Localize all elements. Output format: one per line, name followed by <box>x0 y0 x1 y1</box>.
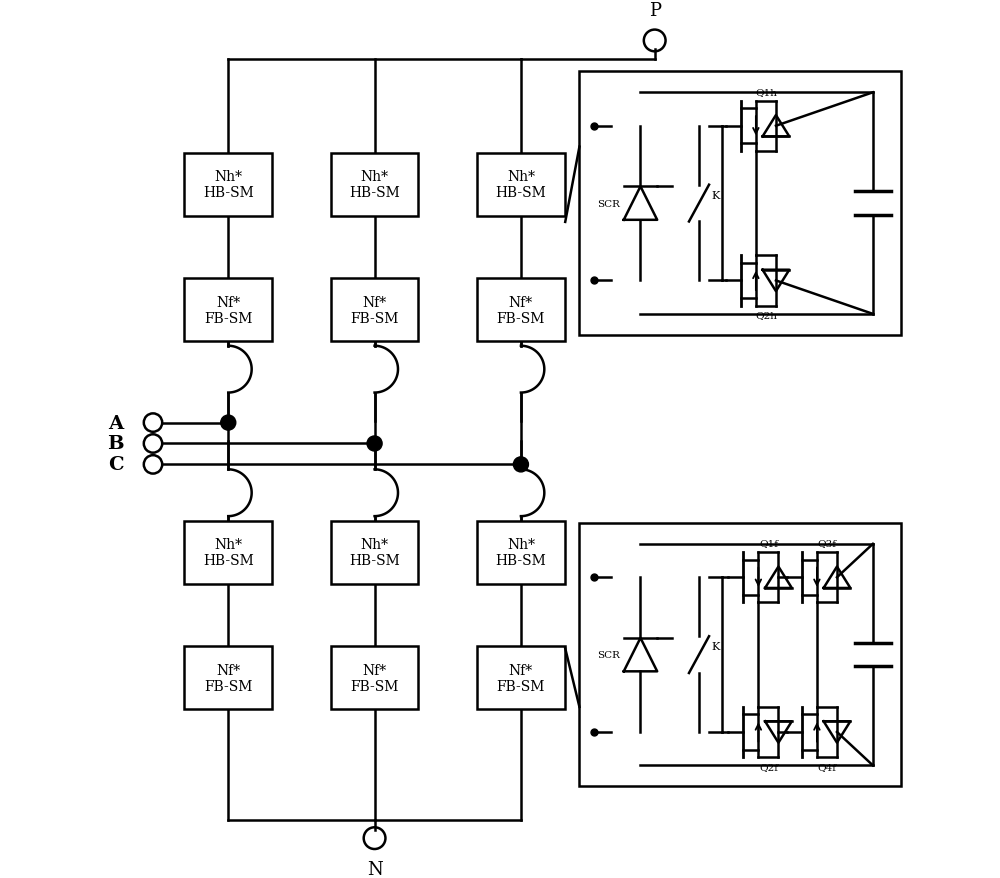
Text: A: A <box>109 414 124 432</box>
Text: Nf*
FB-SM: Nf* FB-SM <box>204 663 252 693</box>
Text: Nh*
HB-SM: Nh* HB-SM <box>349 537 400 568</box>
Text: K: K <box>712 191 720 200</box>
FancyBboxPatch shape <box>477 154 565 216</box>
Text: Q2h: Q2h <box>755 311 777 320</box>
Text: K: K <box>712 642 720 651</box>
FancyBboxPatch shape <box>331 279 418 342</box>
Text: C: C <box>108 456 124 474</box>
Text: B: B <box>107 435 124 453</box>
FancyBboxPatch shape <box>331 522 418 584</box>
Text: Q1f: Q1f <box>759 538 778 548</box>
Text: N: N <box>367 860 382 878</box>
Text: Nh*
HB-SM: Nh* HB-SM <box>496 170 546 200</box>
FancyBboxPatch shape <box>184 646 272 709</box>
Circle shape <box>221 415 236 430</box>
FancyBboxPatch shape <box>579 523 901 787</box>
FancyBboxPatch shape <box>477 279 565 342</box>
FancyBboxPatch shape <box>184 154 272 216</box>
Text: SCR: SCR <box>597 651 620 659</box>
Text: Q3f: Q3f <box>817 538 836 548</box>
FancyBboxPatch shape <box>331 154 418 216</box>
Text: Nh*
HB-SM: Nh* HB-SM <box>203 170 254 200</box>
FancyBboxPatch shape <box>331 646 418 709</box>
Text: Q4f: Q4f <box>817 762 836 771</box>
Text: Q2f: Q2f <box>759 762 778 771</box>
Text: Q1h: Q1h <box>755 88 777 97</box>
FancyBboxPatch shape <box>579 72 901 335</box>
Circle shape <box>367 436 382 451</box>
Text: SCR: SCR <box>597 199 620 208</box>
Text: Nf*
FB-SM: Nf* FB-SM <box>350 295 399 326</box>
FancyBboxPatch shape <box>477 522 565 584</box>
Text: Nf*
FB-SM: Nf* FB-SM <box>350 663 399 693</box>
Circle shape <box>513 457 528 472</box>
Text: Nh*
HB-SM: Nh* HB-SM <box>203 537 254 568</box>
FancyBboxPatch shape <box>477 646 565 709</box>
FancyBboxPatch shape <box>184 279 272 342</box>
Text: Nf*
FB-SM: Nf* FB-SM <box>204 295 252 326</box>
Text: Nf*
FB-SM: Nf* FB-SM <box>497 295 545 326</box>
Text: P: P <box>649 2 661 19</box>
Text: Nh*
HB-SM: Nh* HB-SM <box>496 537 546 568</box>
Text: Nf*
FB-SM: Nf* FB-SM <box>497 663 545 693</box>
FancyBboxPatch shape <box>184 522 272 584</box>
Text: Nh*
HB-SM: Nh* HB-SM <box>349 170 400 200</box>
